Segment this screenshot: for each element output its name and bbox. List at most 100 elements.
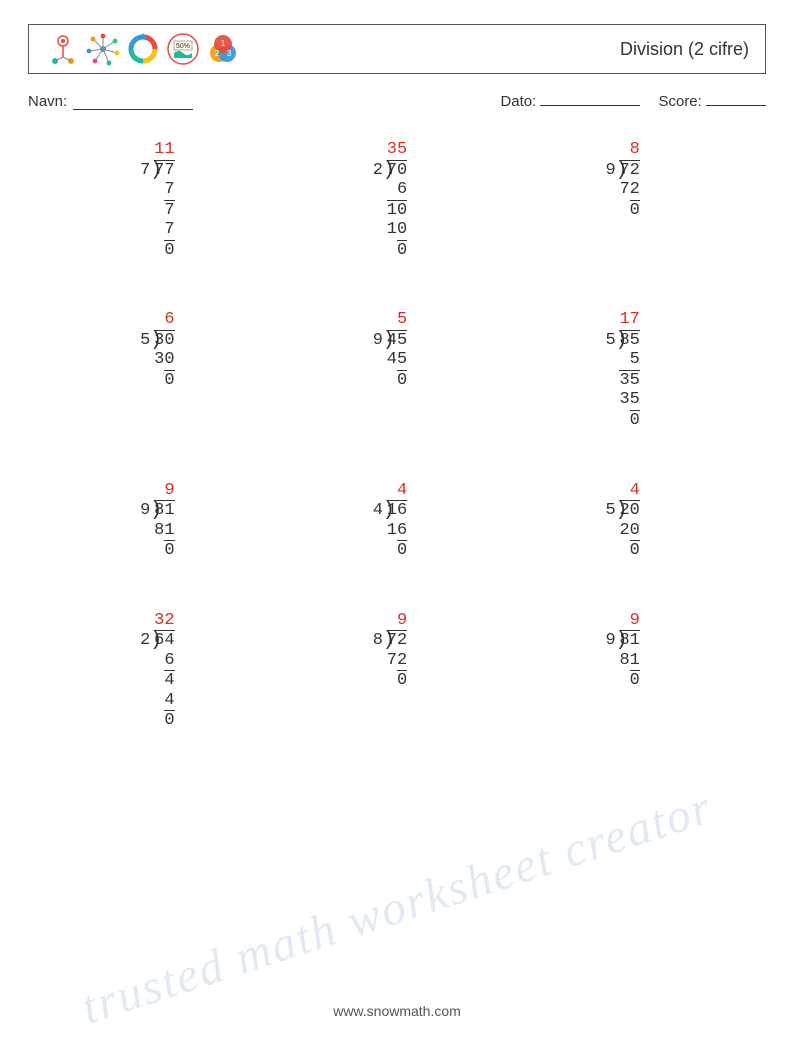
quotient: 8 (620, 140, 640, 161)
work-step: 45 (387, 350, 407, 370)
division-problem: 45)20200 (523, 481, 736, 561)
work-step: 0 (154, 540, 174, 561)
remainder-step: 0 (164, 240, 174, 261)
quotient: 32 (154, 611, 174, 632)
work-step: 6 (154, 651, 174, 671)
quotient: 9 (154, 481, 174, 502)
quotient: 17 (619, 310, 639, 331)
work-step: 7 (154, 180, 174, 200)
remainder-step: 0 (397, 670, 407, 691)
work-step: 0 (387, 670, 407, 691)
work-step: 4 (154, 691, 174, 711)
divisor: 2 (373, 161, 383, 181)
divisor: 5 (605, 331, 615, 351)
divisor: 9 (605, 631, 615, 651)
work-step: 0 (154, 240, 174, 261)
bracket-icon: ) (615, 159, 627, 182)
bracket-icon: ) (150, 329, 162, 352)
worksheet-title: Division (2 cifre) (620, 39, 749, 60)
quotient: 35 (387, 140, 407, 161)
remainder-step: 0 (164, 540, 174, 561)
work-step: 0 (387, 370, 407, 391)
venn-icon: 1 2 3 (205, 31, 241, 67)
work-step: 16 (387, 521, 407, 541)
divisor: 9 (140, 501, 150, 521)
work-step: 10 (387, 200, 407, 221)
divisor: 9 (373, 331, 383, 351)
dividend-line: 7)77 (154, 161, 174, 181)
divisor: 4 (373, 501, 383, 521)
network-icon (85, 31, 121, 67)
remainder-step: 0 (630, 670, 640, 691)
bracket-icon: ) (150, 629, 162, 652)
work-step: 30 (154, 350, 174, 370)
bracket-icon: ) (615, 629, 627, 652)
division-problem: 117)777770 (58, 140, 271, 260)
name-label: Navn: (28, 93, 67, 110)
work-step: 5 (619, 350, 639, 370)
name-blank[interactable] (73, 96, 193, 110)
work-step: 7 (154, 200, 174, 221)
division-problem: 175)85535350 (523, 310, 736, 430)
svg-text:3: 3 (227, 49, 232, 58)
bracket-icon: ) (615, 329, 627, 352)
remainder-step: 35 (619, 370, 639, 391)
work-step: 72 (619, 180, 639, 200)
work-step: 4 (154, 670, 174, 691)
divisor: 7 (140, 161, 150, 181)
division-problem: 89)72720 (523, 140, 736, 260)
bracket-icon: ) (383, 329, 395, 352)
remainder-step: 0 (164, 370, 174, 391)
work-step: 0 (619, 200, 639, 221)
dividend-line: 5)30 (154, 331, 174, 351)
work-step: 0 (619, 410, 639, 431)
svg-text:1: 1 (221, 39, 226, 48)
dividend-line: 9)81 (154, 501, 174, 521)
svg-text:50%: 50% (176, 43, 190, 50)
divisor: 5 (605, 501, 615, 521)
icon-row: 50% 1 2 3 (45, 31, 241, 67)
quotient: 4 (620, 481, 640, 502)
divisor: 2 (140, 631, 150, 651)
dividend-line: 9)81 (619, 631, 639, 651)
dividend-line: 9)72 (619, 161, 639, 181)
work-step: 81 (619, 651, 639, 671)
bracket-icon: ) (383, 499, 395, 522)
division-problem: 65)30300 (58, 310, 271, 430)
quotient: 9 (620, 611, 640, 632)
remainder-step: 0 (630, 200, 640, 221)
division-problem: 99)81810 (523, 611, 736, 731)
work-step: 0 (619, 670, 639, 691)
dividend-line: 2)70 (387, 161, 407, 181)
quotient: 4 (387, 481, 407, 502)
bracket-icon: ) (150, 159, 162, 182)
work-step: 0 (154, 370, 174, 391)
remainder-step: 0 (397, 370, 407, 391)
dividend-line: 8)72 (387, 631, 407, 651)
quotient: 9 (387, 611, 407, 632)
divisor: 5 (140, 331, 150, 351)
score-label: Score: (658, 93, 701, 110)
work-step: 0 (387, 540, 407, 561)
work-step: 6 (387, 180, 407, 200)
bracket-icon: ) (383, 159, 395, 182)
quotient: 6 (154, 310, 174, 331)
work-step: 20 (619, 521, 639, 541)
bracket-icon: ) (383, 629, 395, 652)
division-problem: 99)81810 (58, 481, 271, 561)
remainder-step: 0 (397, 540, 407, 561)
work-step: 72 (387, 651, 407, 671)
svg-text:2: 2 (215, 49, 220, 58)
percent-icon: 50% (165, 31, 201, 67)
score-blank[interactable] (706, 92, 766, 106)
division-problem: 322)646440 (58, 611, 271, 731)
quotient: 5 (387, 310, 407, 331)
cycle-icon (125, 31, 161, 67)
remainder-step: 0 (630, 540, 640, 561)
watermark: trusted math worksheet creator (75, 779, 719, 1035)
work-step: 35 (619, 390, 639, 410)
remainder-step: 4 (164, 670, 174, 691)
footer-url: www.snowmath.com (0, 1003, 794, 1019)
date-blank[interactable] (540, 92, 640, 106)
remainder-step: 0 (164, 710, 174, 731)
